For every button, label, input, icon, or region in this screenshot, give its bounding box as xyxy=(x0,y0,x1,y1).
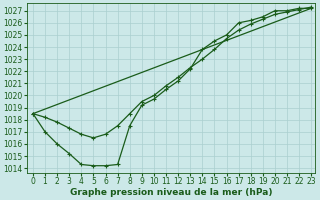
X-axis label: Graphe pression niveau de la mer (hPa): Graphe pression niveau de la mer (hPa) xyxy=(70,188,272,197)
